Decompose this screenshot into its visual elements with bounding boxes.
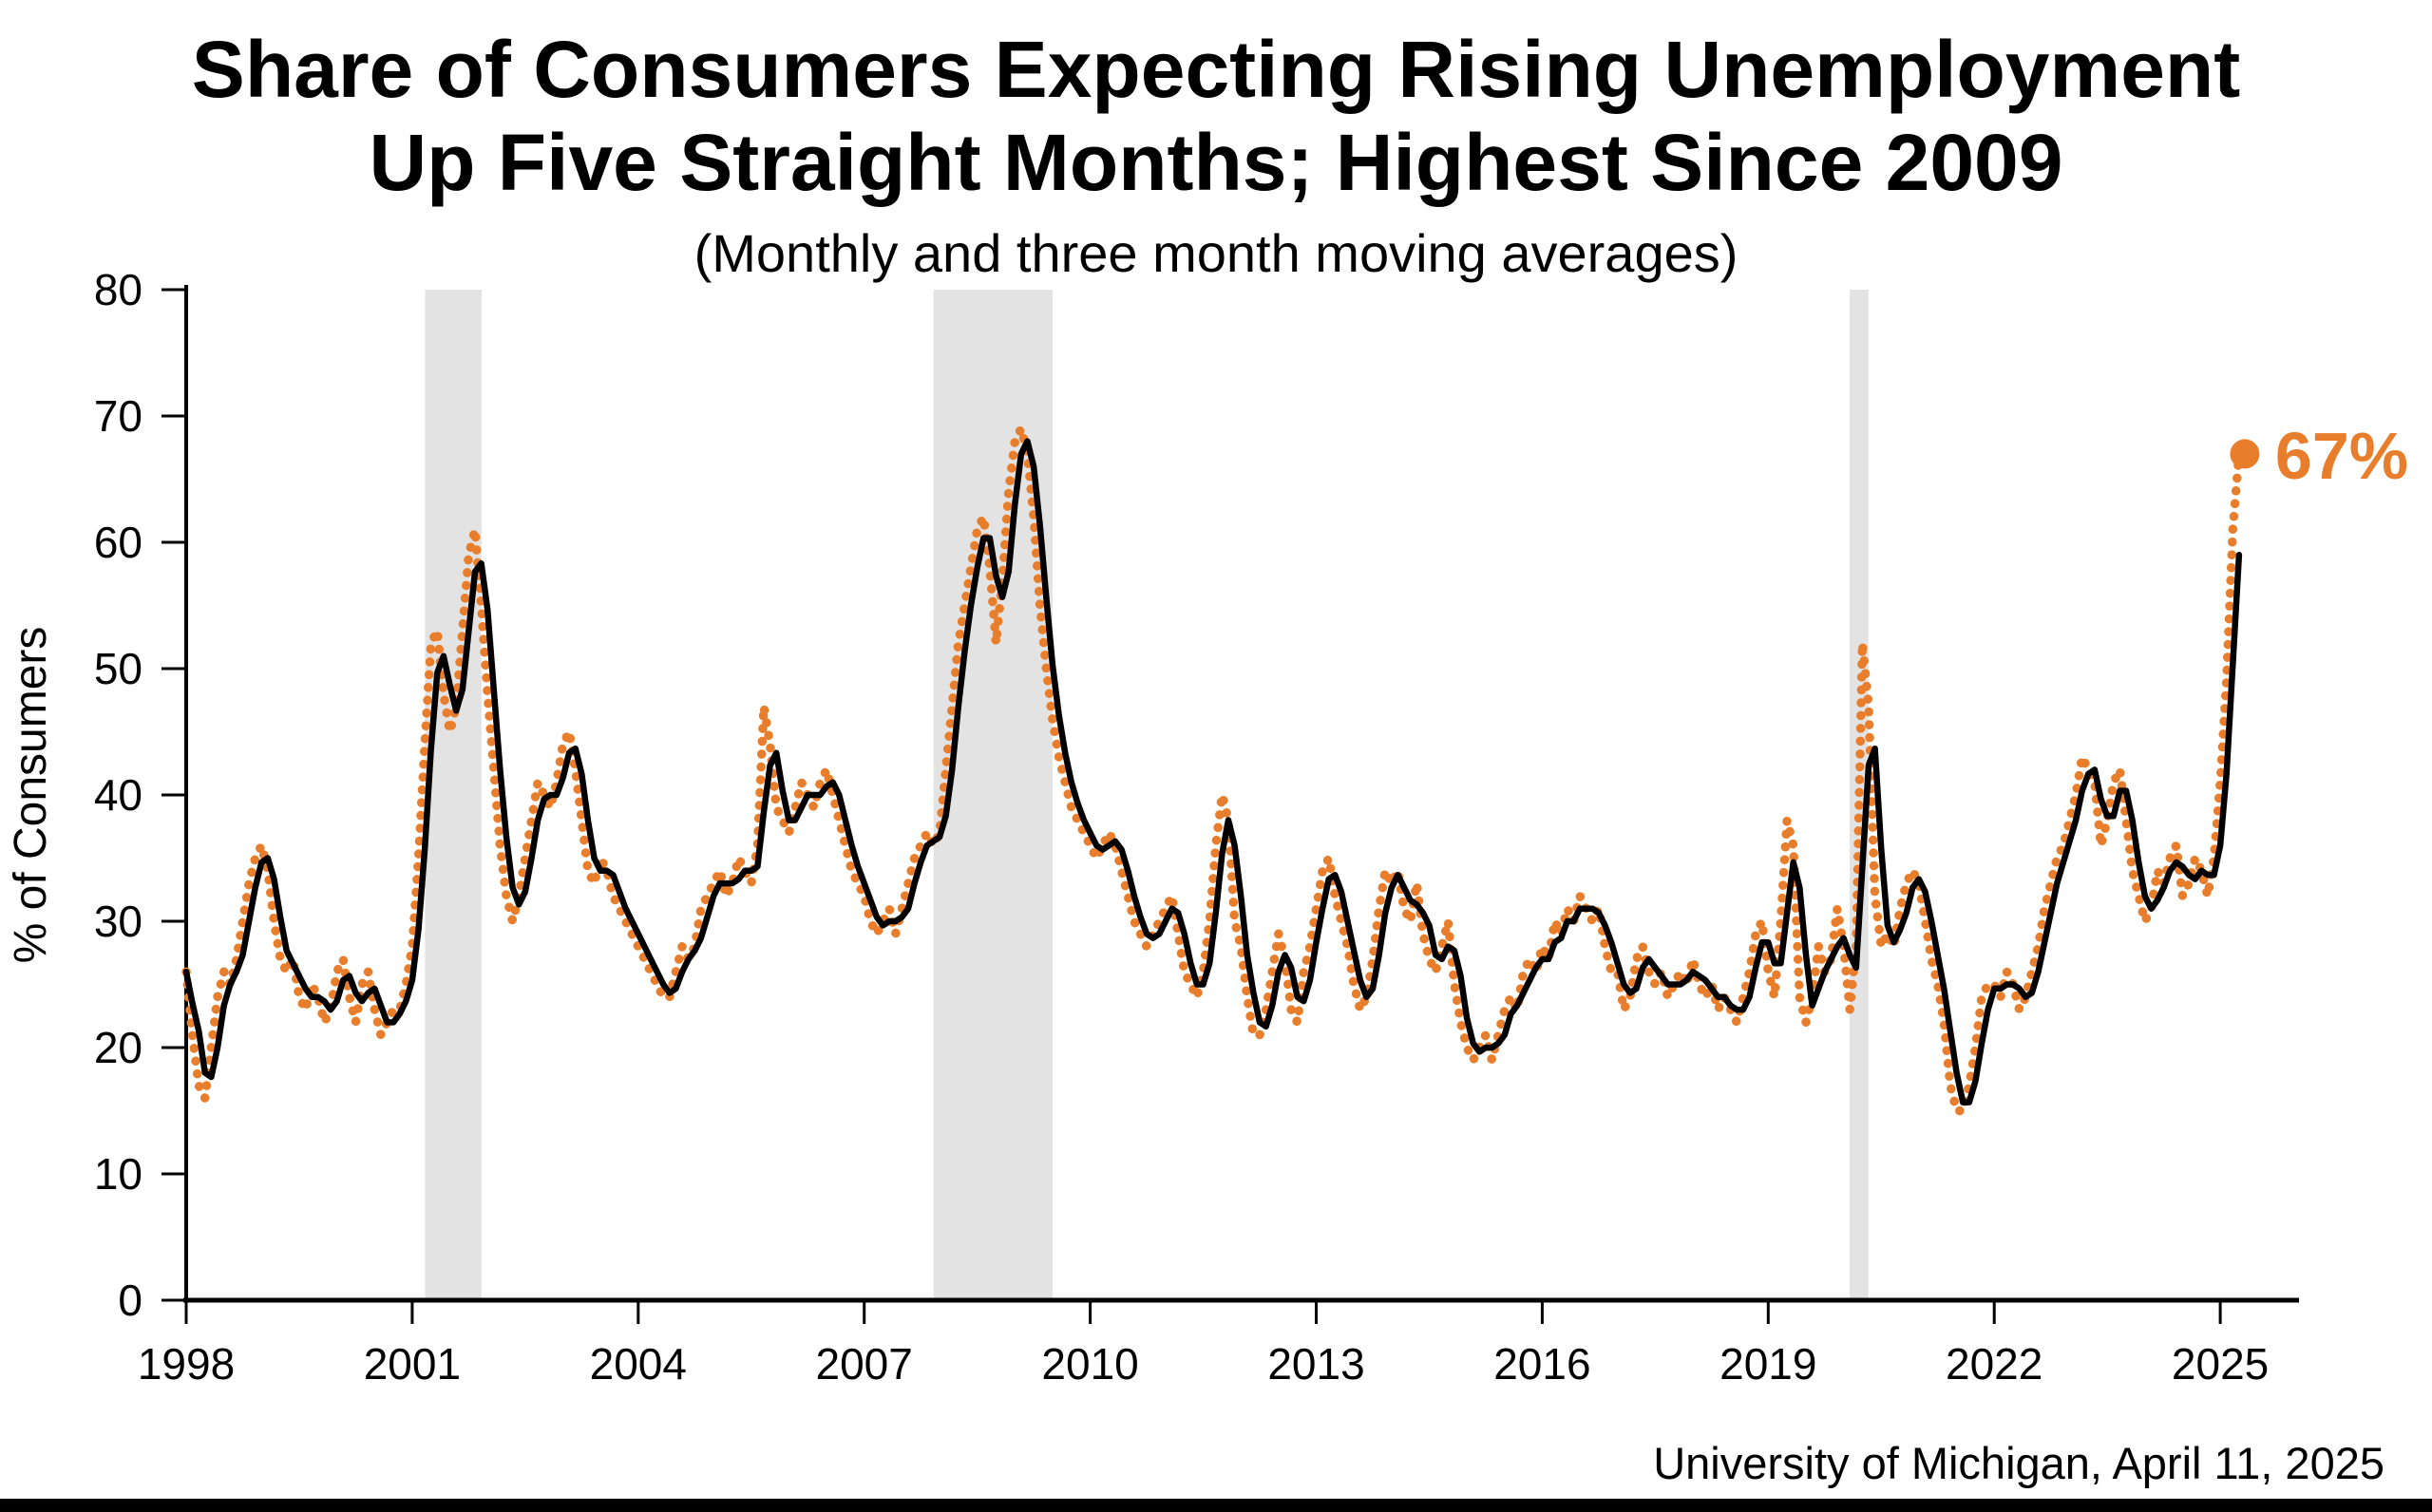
recession-band — [425, 290, 482, 1300]
y-tick-label: 10 — [94, 1149, 142, 1199]
y-tick-label: 80 — [94, 265, 142, 314]
x-tick-label: 2004 — [590, 1339, 687, 1389]
y-tick-label: 40 — [94, 770, 142, 820]
chart-title-line2: Up Five Straight Months; Highest Since 2… — [370, 118, 2063, 207]
y-tick-label: 20 — [94, 1023, 142, 1072]
x-tick-label: 2010 — [1041, 1339, 1138, 1389]
y-tick-label: 60 — [94, 518, 142, 567]
y-axis-title: % of Consumers — [6, 627, 56, 964]
chart-subtitle: (Monthly and three month moving averages… — [694, 223, 1738, 283]
latest-value-label: 67% — [2275, 419, 2408, 493]
x-tick-label: 2022 — [1946, 1339, 2042, 1389]
y-tick-label: 50 — [94, 644, 142, 693]
y-tick-label: 30 — [94, 897, 142, 946]
x-tick-label: 2013 — [1267, 1339, 1364, 1389]
x-tick-label: 1998 — [138, 1339, 235, 1389]
x-tick-label: 2019 — [1720, 1339, 1816, 1389]
x-tick-label: 2001 — [364, 1339, 461, 1389]
moving-average-line — [182, 438, 2243, 1106]
y-tick-label: 0 — [118, 1276, 142, 1325]
x-tick-label: 2016 — [1493, 1339, 1590, 1389]
monthly-dotted-line — [181, 424, 2244, 1116]
chart-title-line1: Share of Consumers Expecting Rising Unem… — [192, 25, 2240, 114]
y-tick-label: 70 — [94, 391, 142, 441]
latest-value-dot — [2230, 439, 2260, 469]
plot-area: 0 10 20 30 40 50 60 70 80 1998 2001 2004 2007 2010 201… — [94, 265, 2299, 1389]
source-note: University of Michigan, April 11, 2025 — [1653, 1438, 2384, 1488]
x-tick-label: 2007 — [816, 1339, 913, 1389]
bottom-bar — [0, 1499, 2432, 1512]
x-tick-label: 2025 — [2172, 1339, 2269, 1389]
